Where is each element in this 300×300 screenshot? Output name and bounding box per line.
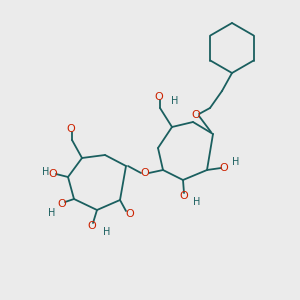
- Text: O: O: [220, 163, 228, 173]
- Text: H: H: [193, 197, 201, 207]
- Text: O: O: [154, 92, 164, 102]
- Text: O: O: [67, 124, 75, 134]
- Text: O: O: [192, 110, 200, 120]
- Text: H: H: [232, 157, 240, 167]
- Text: H: H: [103, 227, 111, 237]
- Text: H: H: [48, 208, 56, 218]
- Text: H: H: [42, 167, 50, 177]
- Text: O: O: [88, 221, 96, 231]
- Text: O: O: [126, 209, 134, 219]
- Text: O: O: [49, 169, 57, 179]
- Text: O: O: [180, 191, 188, 201]
- Text: O: O: [141, 168, 149, 178]
- Text: O: O: [58, 199, 66, 209]
- Text: H: H: [171, 96, 179, 106]
